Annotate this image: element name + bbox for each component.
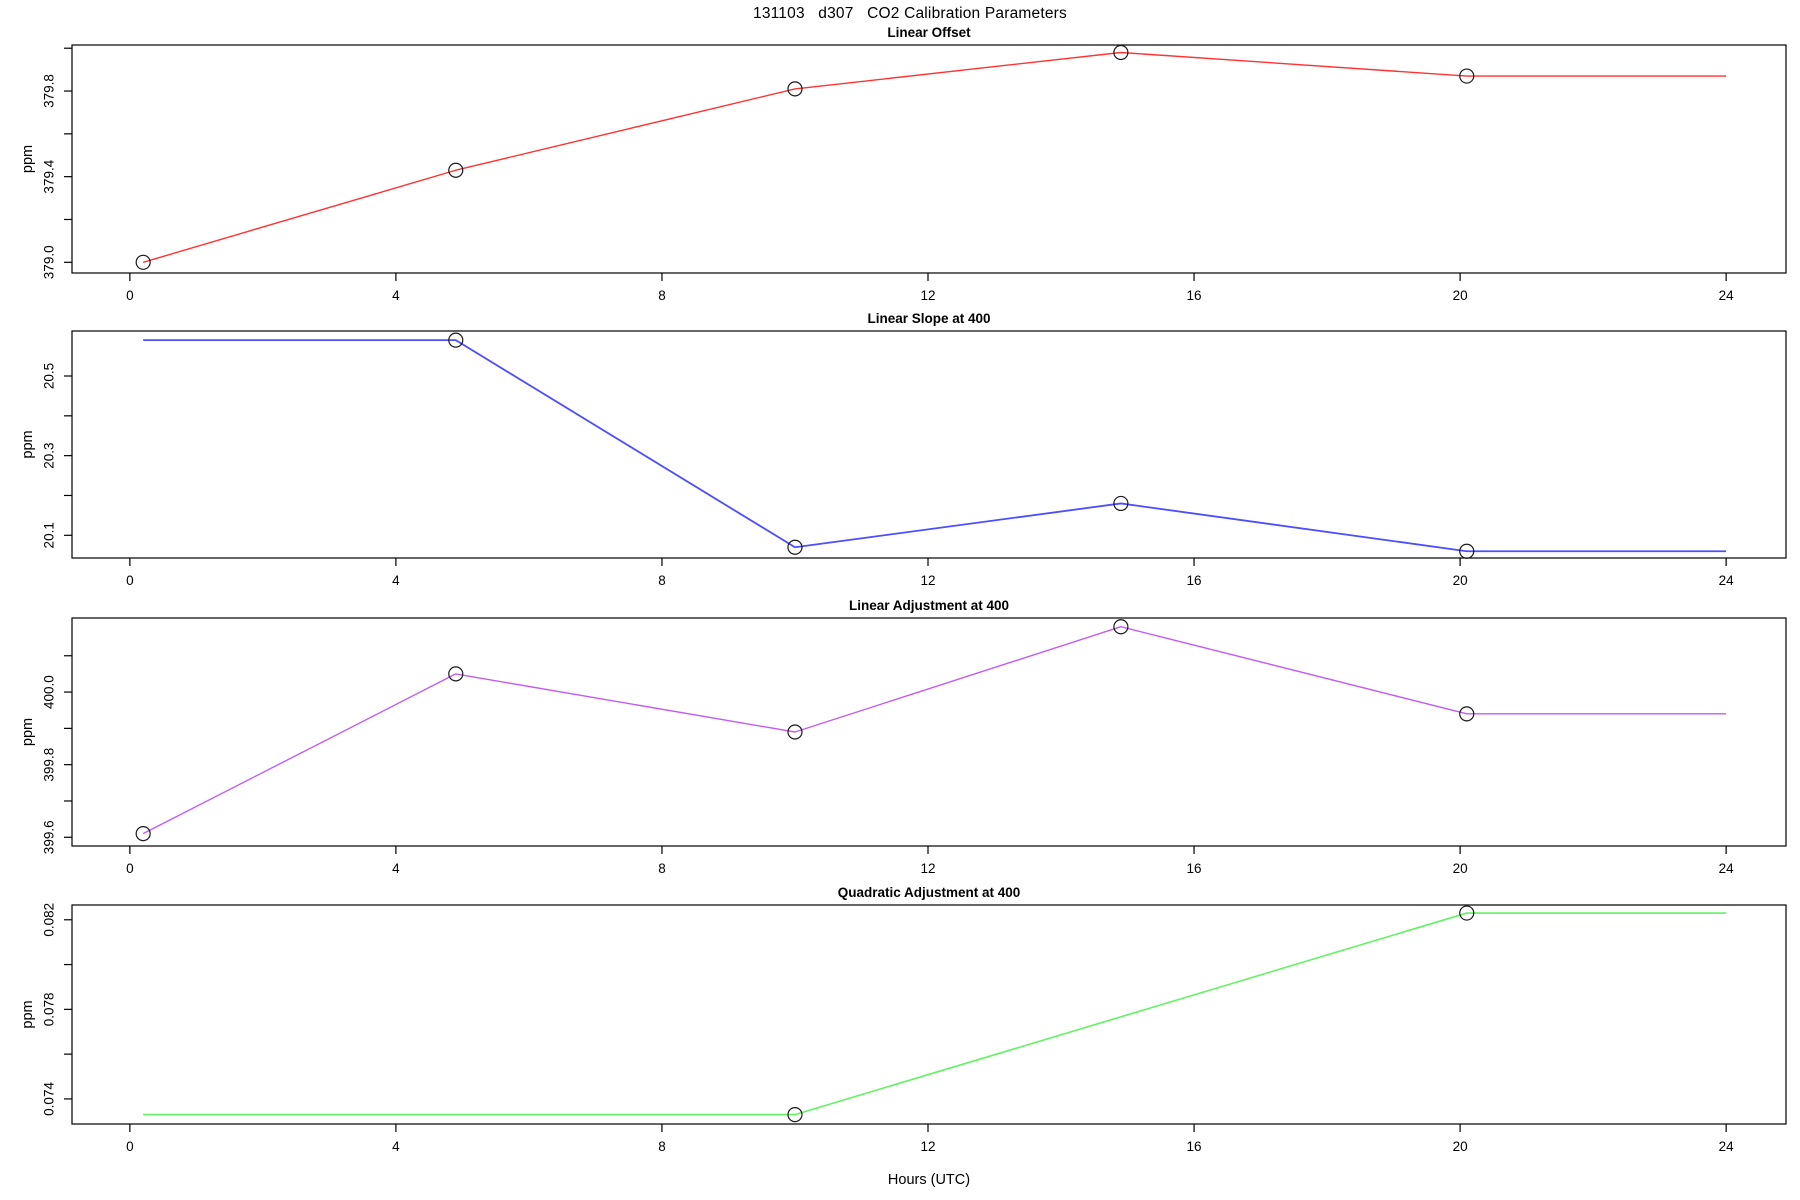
panel-1-data-point-marker bbox=[1459, 68, 1475, 84]
panel-4-y-tick-label: 0.074 bbox=[42, 1082, 57, 1116]
panel-4-x-tick-label: 24 bbox=[1719, 1139, 1735, 1154]
panel-4-series-line bbox=[143, 912, 1727, 1116]
panel-2-data-point-marker bbox=[448, 332, 464, 348]
panel-1-y-tick-label: 379.8 bbox=[42, 74, 57, 108]
panel-4-data-point-marker bbox=[1459, 905, 1475, 921]
panel-2-y-axis-title: ppm bbox=[20, 430, 36, 458]
panel-4-x-tick-label: 20 bbox=[1453, 1139, 1468, 1154]
panel-2-data-point-marker bbox=[1113, 495, 1129, 512]
panel-3-y-tick-label: 399.6 bbox=[42, 820, 57, 854]
panel-1-title: Linear Offset bbox=[887, 25, 971, 40]
panel-1-data-point-marker bbox=[448, 162, 464, 178]
panel-2-border bbox=[71, 330, 1787, 559]
panel-1-x-tick-label: 0 bbox=[126, 288, 134, 303]
panel-4-y-tick-label: 0.078 bbox=[42, 992, 57, 1026]
panel-4-x-tick-label: 8 bbox=[658, 1139, 666, 1154]
panel-3-title: Linear Adjustment at 400 bbox=[849, 598, 1009, 613]
panel-1-series-line bbox=[142, 51, 1727, 263]
panel-1-data-point-marker bbox=[1113, 44, 1129, 61]
panel-4-y-axis-title: ppm bbox=[20, 1000, 36, 1028]
panel-4-border bbox=[71, 904, 1787, 1125]
panel-4-data-point-marker bbox=[787, 1106, 803, 1123]
panel-3-y-tick-label: 399.8 bbox=[42, 748, 57, 782]
panel-3-x-tick-label: 16 bbox=[1187, 861, 1202, 876]
panel-3-y-axis-title: ppm bbox=[20, 718, 36, 746]
panel-1-data-point-marker bbox=[135, 254, 151, 270]
panel-2-x-tick-label: 8 bbox=[658, 573, 666, 588]
panel-1-y-axis-title: ppm bbox=[20, 145, 36, 173]
panel-2-data-point-marker bbox=[1459, 543, 1475, 559]
panel-2-x-tick-label: 20 bbox=[1453, 573, 1468, 588]
panel-2-y-tick-label: 20.3 bbox=[42, 443, 57, 469]
panel-3-border bbox=[71, 617, 1787, 847]
panel-3-y-tick-label: 400.0 bbox=[42, 675, 57, 709]
panel-2-y-tick-label: 20.5 bbox=[42, 363, 57, 389]
panel-2-y-tick-label: 20.1 bbox=[42, 522, 57, 548]
panel-3-x-tick-label: 0 bbox=[126, 861, 134, 876]
panel-3-x-tick-label: 20 bbox=[1453, 861, 1468, 876]
panel-3-x-tick-label: 12 bbox=[920, 861, 935, 876]
panel-1-border bbox=[71, 44, 1787, 274]
panel-2-x-tick-label: 0 bbox=[126, 573, 134, 588]
panel-2-x-tick-label: 4 bbox=[392, 573, 400, 588]
panel-3-data-point-marker bbox=[787, 724, 803, 740]
x-axis-title: Hours (UTC) bbox=[887, 1172, 971, 1188]
panel-2-x-tick-label: 12 bbox=[920, 573, 935, 588]
panel-3-series-line bbox=[142, 626, 1727, 835]
panel-2-series-line bbox=[143, 339, 1727, 553]
panel-1-x-tick-label: 20 bbox=[1453, 288, 1468, 303]
panel-4-x-tick-label: 16 bbox=[1187, 1139, 1202, 1154]
panel-1-x-tick-label: 24 bbox=[1719, 288, 1735, 303]
panel-4-x-tick-label: 4 bbox=[392, 1139, 400, 1154]
panel-1-y-tick-label: 379.4 bbox=[42, 159, 57, 193]
panel-3-data-point-marker bbox=[1459, 706, 1475, 722]
panel-4-y-tick-label: 0.082 bbox=[42, 903, 57, 937]
panel-1-y-tick-label: 379.0 bbox=[42, 245, 57, 279]
panel-1-x-tick-label: 16 bbox=[1187, 288, 1202, 303]
panel-1-x-tick-label: 4 bbox=[392, 288, 400, 303]
panel-2-x-tick-label: 16 bbox=[1187, 573, 1202, 588]
panel-2-data-point-marker bbox=[787, 539, 803, 555]
panel-2-title: Linear Slope at 400 bbox=[867, 311, 990, 326]
panel-4-x-tick-label: 12 bbox=[920, 1139, 935, 1154]
panel-3-x-tick-label: 24 bbox=[1719, 861, 1735, 876]
panel-1-x-tick-label: 12 bbox=[920, 288, 935, 303]
panel-4-x-tick-label: 0 bbox=[126, 1139, 134, 1154]
panel-1-data-point-marker bbox=[787, 81, 803, 97]
panel-3-x-tick-label: 4 bbox=[392, 861, 400, 876]
panel-2-x-tick-label: 24 bbox=[1719, 573, 1735, 588]
page-title: 131103 d307 CO2 Calibration Parameters bbox=[753, 5, 1067, 22]
panel-3-x-tick-label: 8 bbox=[658, 861, 666, 876]
panel-1-x-tick-label: 8 bbox=[658, 288, 666, 303]
panel-3-data-point-marker bbox=[1113, 619, 1129, 635]
panel-3-data-point-marker bbox=[448, 666, 464, 682]
panel-4-title: Quadratic Adjustment at 400 bbox=[838, 885, 1021, 900]
panel-3-data-point-marker bbox=[135, 826, 151, 842]
